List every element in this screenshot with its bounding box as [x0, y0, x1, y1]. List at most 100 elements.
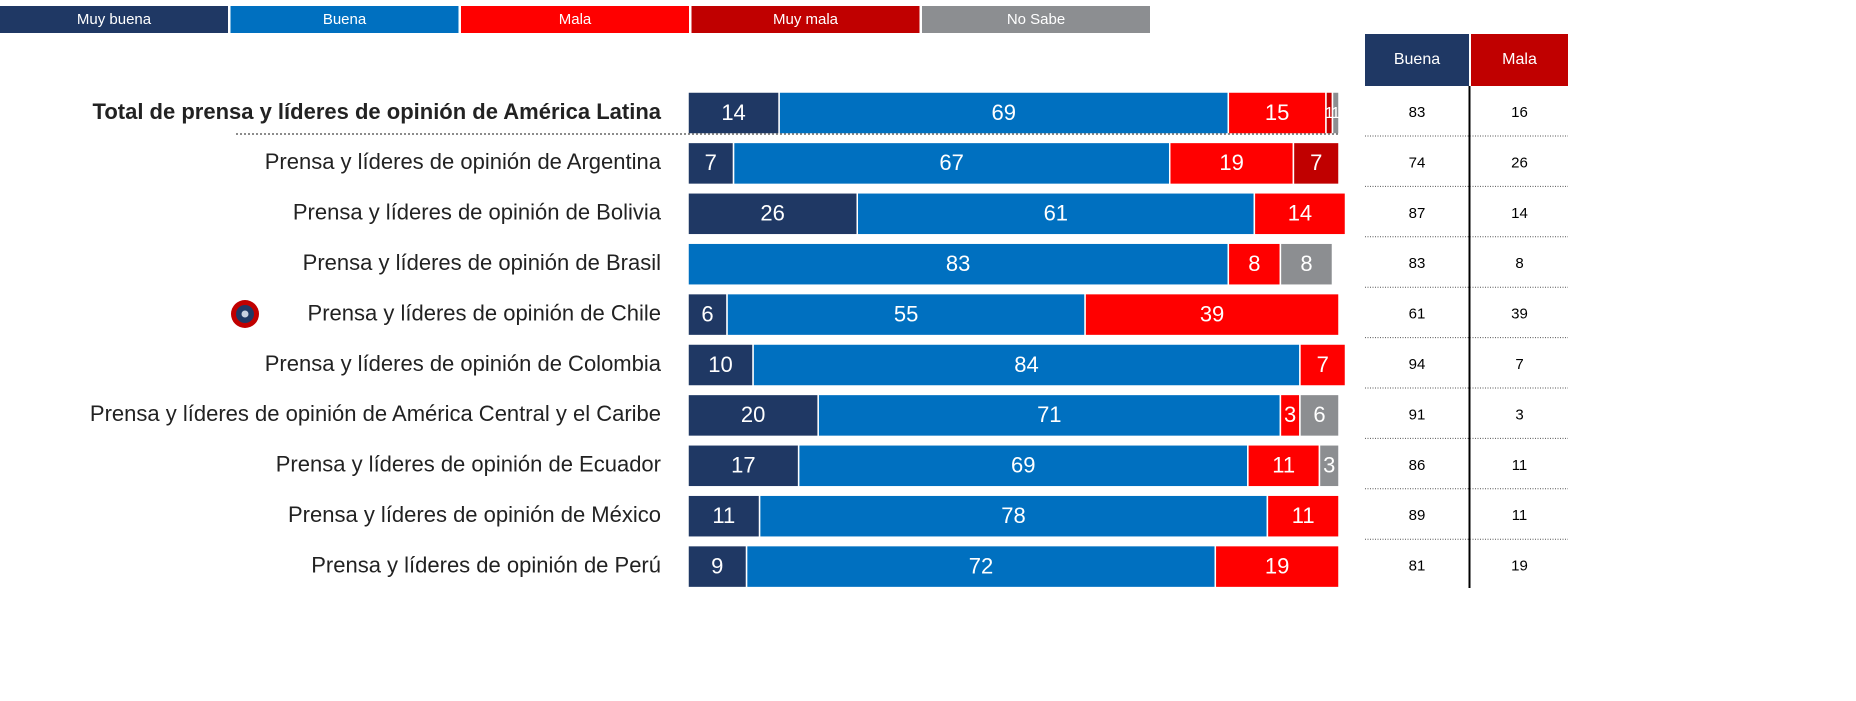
bar-value-label: 39: [1200, 301, 1224, 326]
bar-segment: [687, 192, 859, 236]
legend-label: Muy mala: [773, 11, 839, 28]
table-value: 89: [1409, 507, 1426, 524]
bar-value-label: 19: [1219, 150, 1243, 175]
bar-segment: [687, 494, 761, 538]
bar-segment: [1299, 393, 1340, 438]
bar-segment: [1168, 141, 1295, 186]
bar-value-label: 20: [741, 402, 765, 427]
icon-dot: [241, 310, 249, 318]
table-value: 61: [1409, 306, 1426, 323]
legend-label: Muy buena: [77, 11, 152, 28]
category-label: Prensa y líderes de opinión de Perú: [311, 552, 661, 577]
category-label: Prensa y líderes de opinión de México: [288, 502, 661, 527]
bar-value-label: 7: [705, 150, 717, 175]
bar-segment: [732, 141, 1171, 186]
table-header: Mala: [1502, 51, 1537, 68]
bar-value-label: 14: [1288, 201, 1312, 226]
bar-value-label: 17: [731, 453, 755, 478]
bar-segment: [1318, 444, 1340, 488]
bar-value-label: 69: [1011, 453, 1035, 478]
bar-segment: [687, 444, 800, 488]
category-label: Prensa y líderes de opinión de Brasil: [303, 250, 661, 275]
table-value: 16: [1511, 104, 1528, 121]
table-header-cell: [1365, 34, 1469, 86]
bar-segment: [1299, 343, 1347, 387]
table-value: 81: [1409, 558, 1426, 575]
bar-value-label: 19: [1265, 553, 1289, 578]
bar-value-label: 61: [1044, 201, 1068, 226]
category-label: Prensa y líderes de opinión de Bolivia: [293, 200, 662, 225]
bar-value-label: 6: [701, 301, 713, 326]
bar-value-label: 11: [1272, 453, 1295, 478]
bar-segment: [1292, 141, 1340, 186]
bar-value-label: 71: [1037, 402, 1061, 427]
table-value: 86: [1409, 457, 1426, 474]
bar-value-label: 6: [1313, 402, 1325, 427]
table-value: 91: [1409, 406, 1426, 423]
bar-segment: [687, 292, 728, 337]
bar-segment: [1253, 192, 1347, 236]
bar-segment: [752, 343, 1301, 387]
bar-value-label: 15: [1265, 100, 1289, 125]
table-value: 11: [1512, 457, 1528, 474]
table-value: 94: [1409, 356, 1426, 373]
category-label: Prensa y líderes de opinión de Ecuador: [276, 452, 661, 477]
bar-segment: [778, 91, 1230, 135]
chile-icon: [231, 300, 259, 328]
bar-segment: [687, 141, 735, 186]
table-value: 7: [1515, 356, 1523, 373]
table-value: 19: [1511, 558, 1528, 575]
legend-label: Buena: [323, 11, 367, 28]
bar-segment: [687, 544, 748, 589]
legend-label: Mala: [559, 11, 592, 28]
legend-swatch: [461, 6, 689, 33]
category-label: Prensa y líderes de opinión de América C…: [90, 401, 661, 426]
category-label: Prensa y líderes de opinión de Argentina: [265, 149, 662, 174]
bar-value-label: 7: [1310, 150, 1322, 175]
bar-value-label: 3: [1323, 453, 1335, 478]
bar-value-label: 8: [1248, 251, 1260, 276]
table-header: Buena: [1394, 51, 1440, 68]
bar-value-label: 10: [708, 352, 732, 377]
table-value: 87: [1409, 205, 1426, 222]
bar-value-label: 8: [1300, 251, 1312, 276]
table-value: 8: [1515, 255, 1523, 272]
table-value: 11: [1512, 507, 1528, 524]
bar-value-label: 7: [1317, 352, 1329, 377]
legend-swatch: [0, 6, 228, 33]
bar-segment: [726, 292, 1086, 337]
bar-segment: [817, 393, 1282, 438]
bar-value-label: 67: [939, 150, 963, 175]
bar-segment: [1266, 494, 1340, 538]
table-value: 83: [1409, 104, 1426, 121]
table-value: 74: [1409, 154, 1426, 171]
bar-segment: [1214, 544, 1340, 589]
bar-value-label: 78: [1001, 503, 1025, 528]
bar-value-label: 11: [712, 503, 735, 528]
bar-value-label: 84: [1014, 352, 1038, 377]
table-value: 83: [1409, 255, 1426, 272]
bar-segment: [758, 494, 1269, 538]
bar-value-label: 55: [894, 301, 918, 326]
bar-value-label: 72: [969, 553, 993, 578]
bar-value-label: 14: [721, 100, 745, 125]
table-value: 14: [1511, 205, 1528, 222]
table-value: 3: [1515, 406, 1523, 423]
legend-label: No Sabe: [1007, 11, 1065, 28]
legend-swatch: [922, 6, 1150, 33]
bar-value-label: 26: [760, 201, 784, 226]
legend-swatch: [691, 6, 920, 33]
bar-value-label: 11: [1292, 503, 1315, 528]
category-label: Total de prensa y líderes de opinión de …: [93, 99, 662, 124]
bar-value-label: 69: [991, 100, 1015, 125]
bar-segment: [1331, 91, 1340, 135]
bar-value-label: 83: [946, 251, 970, 276]
bar-segment: [1084, 292, 1340, 337]
bar-segment: [1279, 242, 1334, 286]
bar-segment: [1227, 242, 1282, 286]
bar-value-label: 1: [1331, 105, 1340, 122]
table-value: 26: [1511, 154, 1528, 171]
legend-swatch: [230, 6, 459, 33]
table-header-cell: [1471, 34, 1568, 86]
